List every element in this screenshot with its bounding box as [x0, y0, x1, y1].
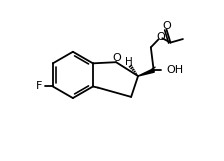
- Text: O: O: [156, 32, 165, 42]
- Polygon shape: [138, 69, 154, 76]
- Text: F: F: [36, 81, 42, 91]
- Text: O: O: [162, 21, 171, 31]
- Text: OH: OH: [166, 66, 183, 76]
- Text: O: O: [112, 53, 121, 63]
- Text: H: H: [125, 57, 133, 67]
